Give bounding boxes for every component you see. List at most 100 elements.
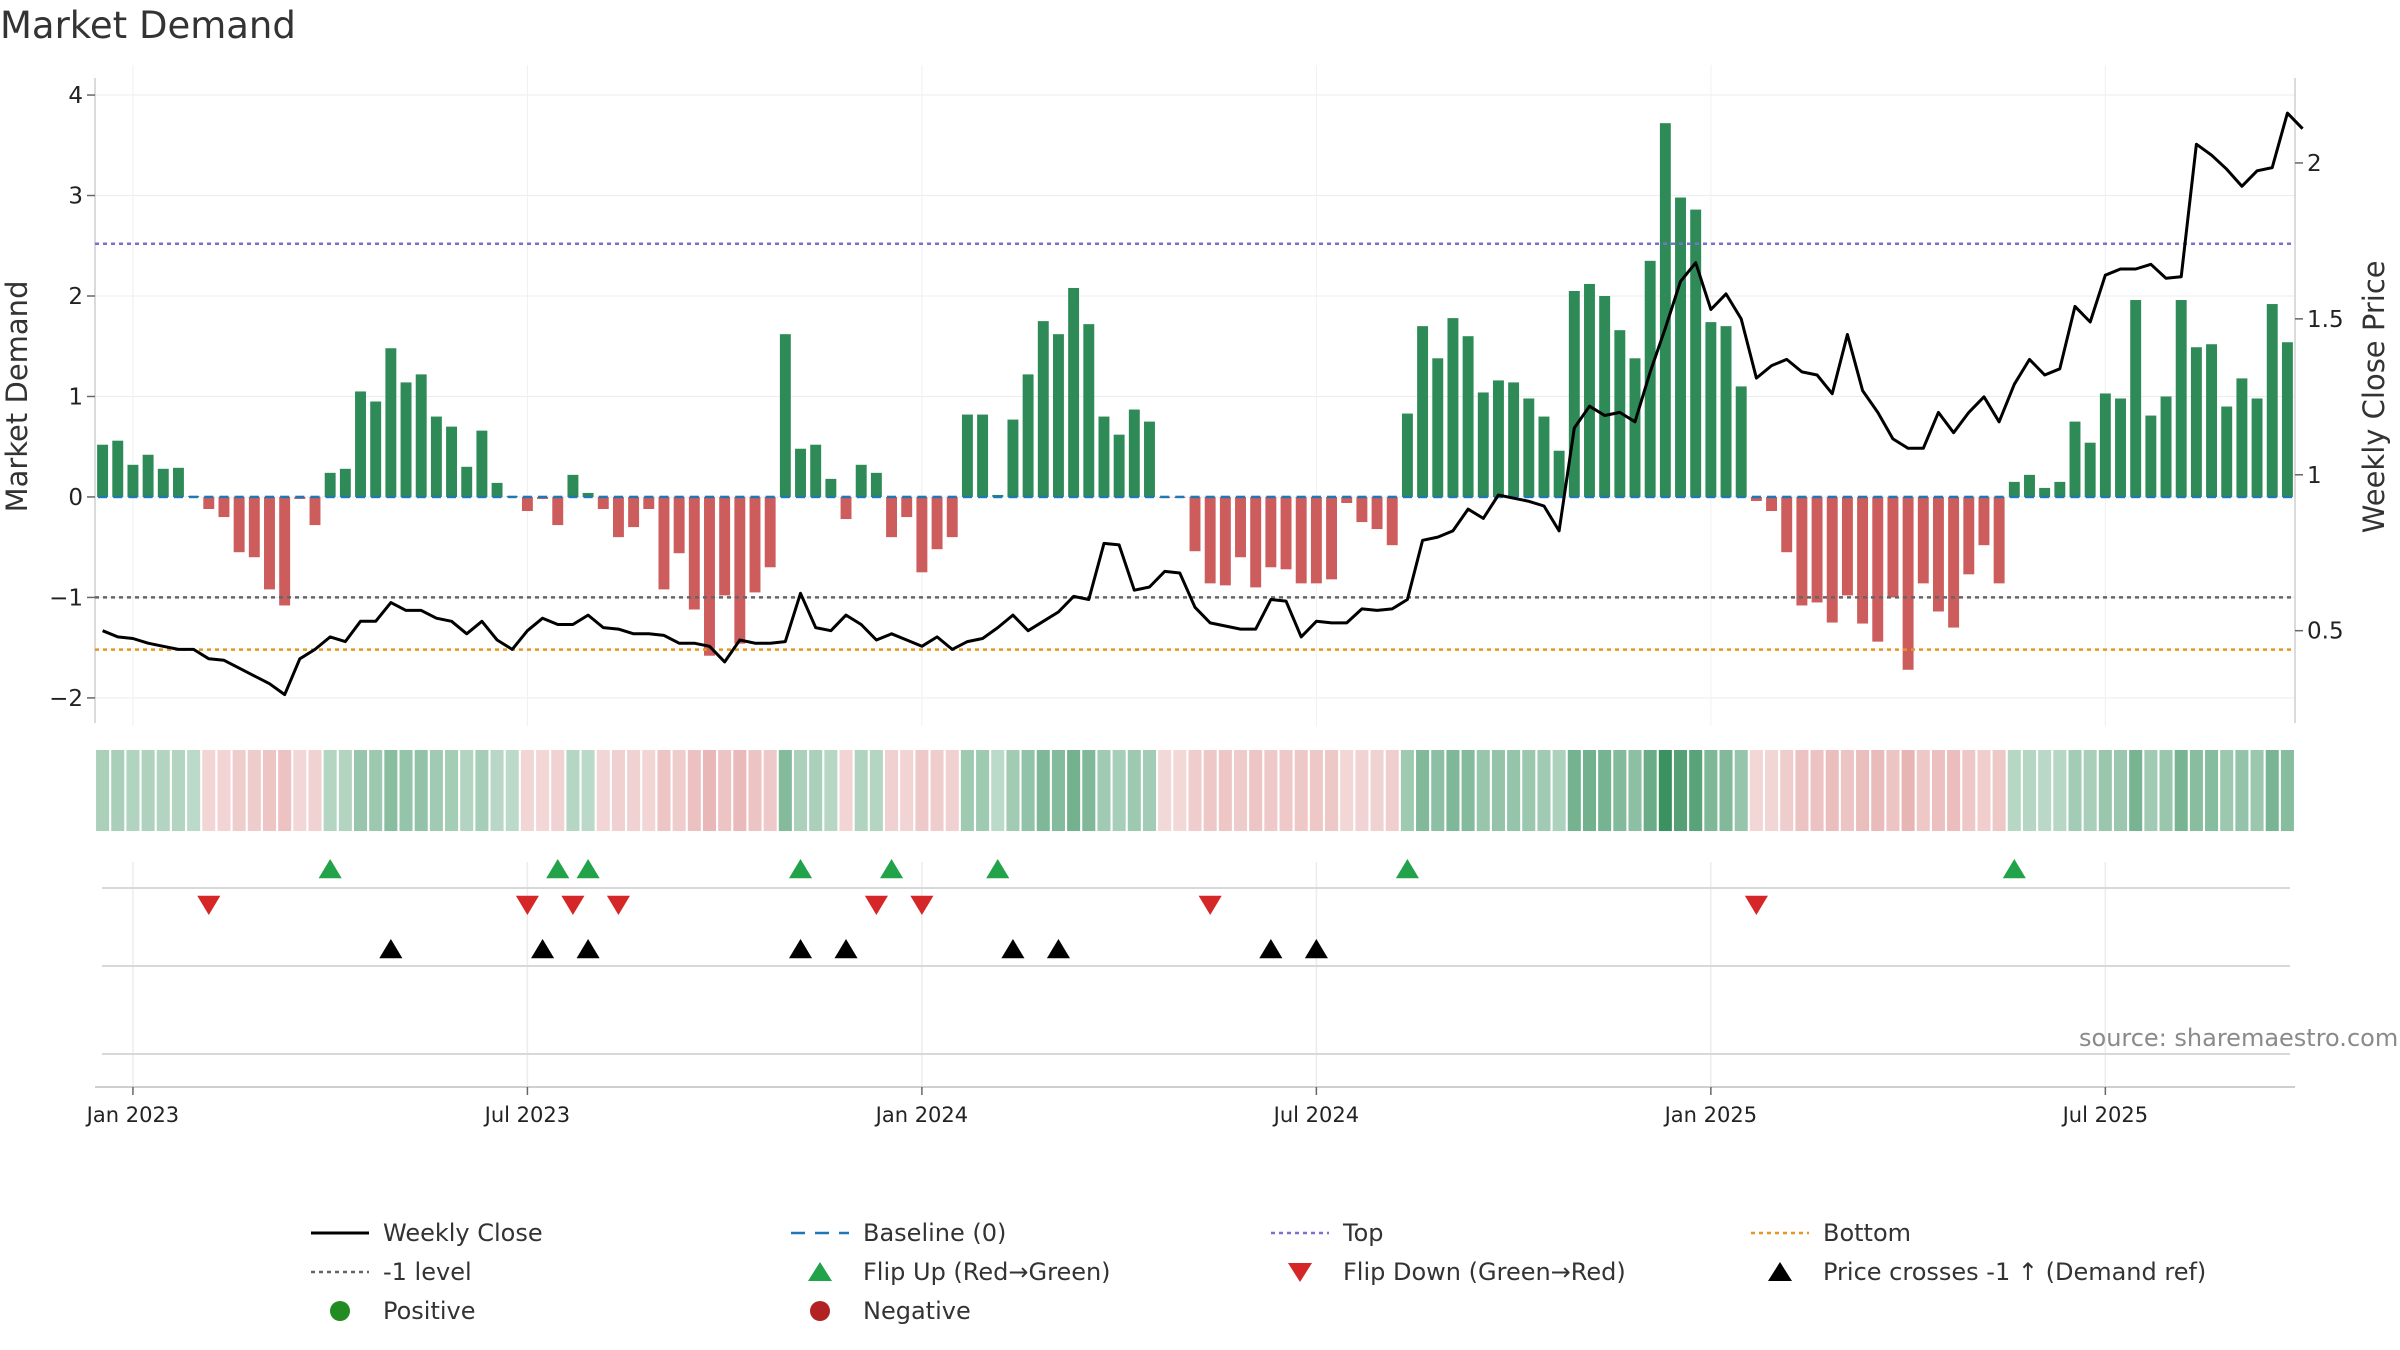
heat-cell	[763, 750, 777, 831]
demand-bar	[97, 444, 109, 497]
legend-symbol-dot	[1745, 1214, 1815, 1252]
heat-cell	[1689, 750, 1703, 831]
demand-bar	[218, 496, 230, 518]
heat-cell	[1051, 750, 1065, 831]
demand-bar	[1052, 334, 1064, 497]
legend-symbol-dot	[1265, 1214, 1335, 1252]
heat-cell	[505, 750, 519, 831]
heat-cell	[596, 750, 610, 831]
heat-cell	[672, 750, 686, 831]
heat-cell	[247, 750, 261, 831]
heat-cell	[1097, 750, 1111, 831]
demand-bar	[1326, 496, 1338, 580]
heat-cell	[824, 750, 838, 831]
heat-cell	[1734, 750, 1748, 831]
heat-cell	[323, 750, 337, 831]
y2-tick-label: 1	[2307, 463, 2322, 489]
demand-bar	[1735, 386, 1747, 497]
price-cross-marker	[379, 939, 403, 959]
demand-bar	[2221, 406, 2233, 497]
demand-bar	[2099, 393, 2111, 497]
heat-cell	[202, 750, 216, 831]
demand-bar	[127, 464, 139, 497]
heat-cell	[733, 750, 747, 831]
heat-cell	[2083, 750, 2097, 831]
demand-bar	[1872, 496, 1884, 642]
heat-cell	[566, 750, 580, 831]
heat-cell	[1431, 750, 1445, 831]
demand-bar	[2251, 398, 2263, 497]
flip-up-marker	[576, 859, 600, 879]
demand-bar	[901, 496, 913, 518]
demand-bar	[1690, 209, 1702, 497]
demand-bar	[886, 496, 898, 538]
heat-cell	[1780, 750, 1794, 831]
demand-bar	[1128, 409, 1140, 497]
heat-cell	[2250, 750, 2264, 831]
demand-bar	[2008, 481, 2020, 497]
demand-bar	[1295, 496, 1307, 584]
legend-label: -1 level	[383, 1258, 472, 1286]
y-tick-label: 1	[68, 384, 83, 410]
demand-bar	[582, 492, 594, 497]
heat-cell	[2129, 750, 2143, 831]
demand-bar	[1144, 421, 1155, 497]
demand-bar	[1477, 392, 1489, 497]
demand-bar	[339, 468, 351, 497]
heat-cell	[581, 750, 595, 831]
heat-cell	[1142, 750, 1157, 831]
flip-down-marker	[515, 895, 539, 915]
demand-bar	[1310, 496, 1322, 584]
heat-cell	[900, 750, 914, 831]
heat-cell	[839, 750, 853, 831]
legend: Weekly Close Baseline (0) Top Bottom -1 leve…	[305, 1214, 2255, 1334]
demand-bar	[1796, 496, 1808, 606]
demand-bar	[1781, 496, 1793, 553]
legend-label: Top	[1343, 1219, 1384, 1247]
legend-symbol-line	[305, 1214, 375, 1252]
heat-cell	[1916, 750, 1930, 831]
demand-bar	[2190, 347, 2202, 497]
heat-cell	[778, 750, 792, 831]
heat-cell	[171, 750, 185, 831]
price-cross-marker	[788, 939, 813, 959]
demand-bar	[1993, 496, 2005, 584]
flip-down-marker	[197, 895, 221, 915]
heat-cell	[369, 750, 383, 831]
heat-cell	[1962, 750, 1976, 831]
demand-bar	[810, 444, 822, 497]
heat-cell	[2235, 750, 2249, 831]
x-tick-label: Jan 2025	[1663, 1103, 1758, 1127]
heat-cell	[1476, 750, 1490, 831]
demand-bar	[233, 496, 245, 553]
demand-bar	[1386, 496, 1398, 546]
legend-item-weekly-close: Weekly Close	[305, 1214, 543, 1252]
heat-cell	[2068, 750, 2082, 831]
heat-cell	[217, 750, 231, 831]
demand-bar	[1887, 496, 1899, 598]
heat-cell	[338, 750, 352, 831]
demand-bar	[415, 374, 427, 497]
x-tick-label: Jul 2024	[1272, 1103, 1359, 1127]
heat-cell	[96, 750, 110, 831]
demand-bar	[461, 466, 473, 497]
demand-bar	[1204, 496, 1216, 584]
heat-cell	[1901, 750, 1915, 831]
legend-symbol-dot	[305, 1253, 375, 1291]
demand-bar	[142, 454, 154, 497]
demand-bar	[870, 472, 882, 497]
heat-cell	[156, 750, 170, 831]
legend-symbol-tri-up	[785, 1253, 855, 1291]
legend-item-bottom: Bottom	[1745, 1214, 1911, 1252]
demand-bar	[1417, 326, 1429, 497]
demand-bar	[1811, 496, 1823, 603]
heat-cell	[308, 750, 322, 831]
demand-bar	[1508, 382, 1520, 497]
heat-cell	[2053, 750, 2067, 831]
legend-item-top: Top	[1265, 1214, 1384, 1252]
heat-cell	[475, 750, 489, 831]
heat-cell	[1158, 750, 1172, 831]
flip-up-marker	[318, 859, 342, 879]
heat-cell	[702, 750, 717, 831]
heat-cell	[232, 750, 246, 831]
